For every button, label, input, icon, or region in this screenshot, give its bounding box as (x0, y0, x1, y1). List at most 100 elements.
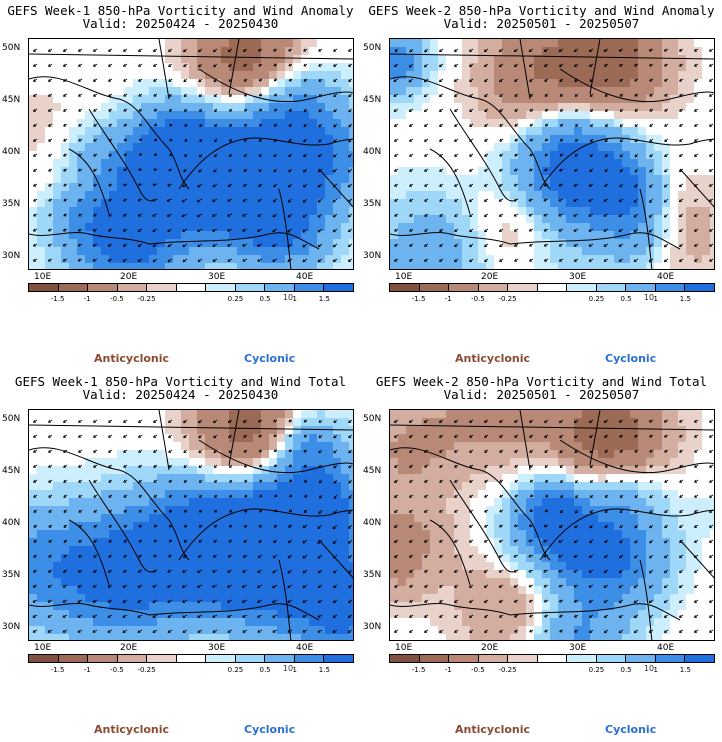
wind-vector-head (529, 123, 533, 127)
vorticity-cell (29, 79, 37, 87)
vorticity-cell (85, 466, 93, 474)
vorticity-cell (189, 159, 197, 167)
vorticity-cell (237, 538, 245, 546)
vorticity-cell (534, 71, 542, 79)
vorticity-cell (261, 119, 269, 127)
vorticity-cell (29, 103, 37, 111)
vorticity-cell (61, 514, 69, 522)
vorticity-cell (29, 207, 37, 215)
vorticity-cell (446, 47, 454, 55)
vorticity-cell (694, 231, 702, 239)
wind-vector-head (48, 419, 51, 423)
vorticity-cell (245, 410, 253, 418)
vorticity-cell (590, 263, 598, 269)
vorticity-cell (341, 618, 349, 626)
wind-vector-head (123, 168, 127, 172)
colorbar-swatch (419, 284, 450, 291)
vorticity-cell (93, 618, 101, 626)
vorticity-cell (189, 410, 197, 418)
vorticity-cell (301, 247, 309, 255)
vorticity-cell (229, 239, 237, 247)
wind-vector-head (317, 229, 321, 233)
wind-vector-head (138, 108, 142, 112)
vorticity-cell (149, 87, 157, 95)
vorticity-cell (141, 39, 149, 47)
vorticity-cell (85, 570, 93, 578)
vorticity-cell (205, 143, 213, 151)
wind-vector-head (573, 243, 577, 247)
vorticity-cell (205, 474, 213, 482)
vorticity-cell (125, 263, 133, 269)
vorticity-cell (229, 151, 237, 159)
vorticity-cell (245, 602, 253, 610)
wind-vector (212, 213, 218, 217)
vorticity-cell (574, 239, 582, 247)
vorticity-cell (157, 183, 165, 191)
wind-vector-head (424, 153, 427, 157)
vorticity-cell (189, 175, 197, 183)
vorticity-cell (141, 522, 149, 530)
vorticity-cell (133, 466, 141, 474)
vorticity-cell (422, 103, 430, 111)
vorticity-cell (237, 127, 245, 135)
vorticity-cell (333, 482, 341, 490)
wind-vector-head (469, 229, 473, 233)
vorticity-cell (406, 111, 414, 119)
vorticity-cell (181, 55, 189, 63)
panel-title-line1: GEFS Week-1 850-hPa Vorticity and Wind A… (7, 3, 354, 18)
vorticity-cell (349, 63, 353, 71)
vorticity-cell (101, 159, 109, 167)
vorticity-cell (285, 231, 293, 239)
vorticity-cell (309, 255, 317, 263)
vorticity-cell (317, 223, 325, 231)
vorticity-cell (341, 458, 349, 466)
colorbar-tick-label: -0.25 (498, 295, 517, 303)
vorticity-cell (133, 610, 141, 618)
vorticity-cell (710, 95, 714, 103)
vorticity-cell (141, 95, 149, 103)
wind-vector (166, 198, 173, 202)
vorticity-cell (325, 71, 333, 79)
vorticity-cell (101, 442, 109, 450)
vorticity-cell (69, 490, 77, 498)
vorticity-cell (422, 239, 430, 247)
vorticity-cell (237, 506, 245, 514)
vorticity-cell (614, 207, 622, 215)
wind-vector-head (228, 64, 232, 67)
vorticity-cell (662, 247, 670, 255)
vorticity-cell (205, 626, 213, 634)
vorticity-cell (245, 618, 253, 626)
vorticity-cell (582, 79, 590, 87)
vorticity-cell (117, 634, 125, 640)
vorticity-cell (686, 135, 694, 143)
vorticity-cell (293, 87, 301, 95)
wind-vector-head (288, 123, 292, 127)
vorticity-cell (317, 466, 325, 474)
vorticity-cell (566, 87, 574, 95)
vorticity-cell (221, 183, 229, 191)
vorticity-cell (197, 135, 205, 143)
vorticity-cell (654, 39, 662, 47)
wind-vector-head (153, 64, 157, 67)
vorticity-cell (101, 578, 109, 586)
wind-vector-head (499, 123, 503, 127)
wind-vector-head (47, 243, 51, 247)
vorticity-cell (37, 39, 45, 47)
vorticity-cell (277, 263, 285, 269)
vorticity-cell (213, 610, 221, 618)
wind-vector (664, 198, 669, 203)
vorticity-cell (502, 47, 510, 55)
vorticity-cell (638, 263, 646, 269)
vorticity-cell (53, 418, 61, 426)
vorticity-cell (253, 247, 261, 255)
panel-title-line1: GEFS Week-2 850-hPa Vorticity and Wind A… (368, 3, 715, 18)
vorticity-cell (390, 215, 398, 223)
vorticity-cell (430, 255, 438, 263)
vorticity-cell (213, 466, 221, 474)
vorticity-cell (317, 63, 325, 71)
vorticity-cell (486, 223, 494, 231)
vorticity-cell (285, 458, 293, 466)
vorticity-cell (269, 151, 277, 159)
vorticity-cell (197, 602, 205, 610)
wind-vector-head (484, 229, 487, 233)
